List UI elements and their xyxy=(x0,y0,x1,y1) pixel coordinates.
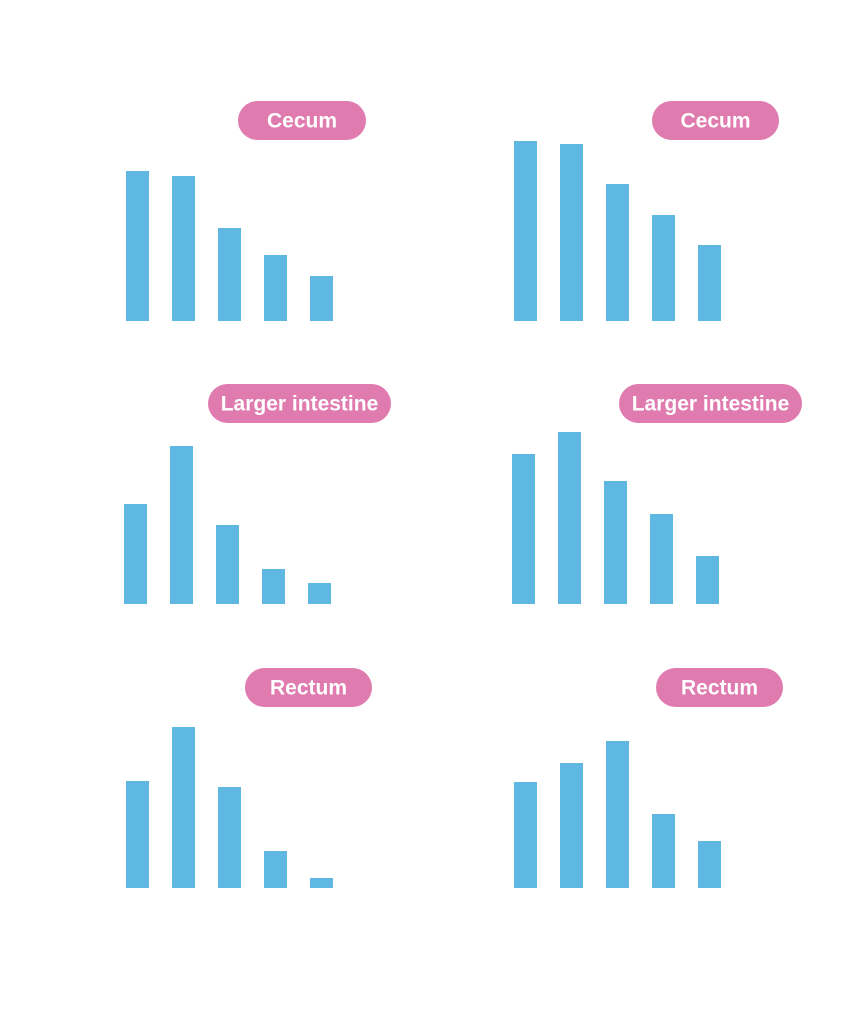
chart-label: Cecum xyxy=(680,110,750,133)
bar-4 xyxy=(650,514,673,604)
chart-label: Rectum xyxy=(681,677,758,700)
bar-4 xyxy=(264,851,287,888)
chart-label: Larger intestine xyxy=(221,393,379,416)
bar-2 xyxy=(560,144,583,321)
chart-panel-1: Cecum xyxy=(126,101,366,321)
chart-label-pill xyxy=(656,668,783,707)
bar-3 xyxy=(604,481,627,604)
chart-panel-5: Rectum xyxy=(126,668,372,888)
bar-5 xyxy=(698,245,721,321)
bar-4 xyxy=(652,215,675,321)
bar-5 xyxy=(696,556,719,604)
bar-5 xyxy=(698,841,721,888)
bar-2 xyxy=(560,763,583,888)
bar-1 xyxy=(124,504,147,604)
chart-panel-3: Larger intestine xyxy=(124,384,391,604)
bar-2 xyxy=(172,176,195,321)
chart-panel-6: Rectum xyxy=(514,668,783,888)
chart-label: Rectum xyxy=(270,677,347,700)
bar-1 xyxy=(514,782,537,888)
bar-5 xyxy=(310,878,333,888)
bar-2 xyxy=(558,432,581,604)
chart-label: Larger intestine xyxy=(632,393,790,416)
bar-3 xyxy=(606,741,629,888)
bar-5 xyxy=(308,583,331,604)
bar-1 xyxy=(126,781,149,888)
chart-label-pill xyxy=(652,101,779,140)
bar-4 xyxy=(264,255,287,321)
bar-2 xyxy=(172,727,195,888)
bar-1 xyxy=(512,454,535,604)
chart-label: Cecum xyxy=(267,110,337,133)
bar-2 xyxy=(170,446,193,604)
bar-1 xyxy=(126,171,149,321)
bar-1 xyxy=(514,141,537,321)
chart-panel-2: Cecum xyxy=(514,101,779,321)
bar-3 xyxy=(606,184,629,321)
bar-3 xyxy=(218,787,241,888)
bar-3 xyxy=(216,525,239,604)
bar-5 xyxy=(310,276,333,321)
bar-4 xyxy=(262,569,285,604)
bar-3 xyxy=(218,228,241,321)
chart-label-pill xyxy=(238,101,366,140)
chart-label-pill xyxy=(619,384,802,423)
bar-4 xyxy=(652,814,675,888)
chart-panel-4: Larger intestine xyxy=(512,384,802,604)
chart-label-pill xyxy=(245,668,372,707)
chart-label-pill xyxy=(208,384,391,423)
